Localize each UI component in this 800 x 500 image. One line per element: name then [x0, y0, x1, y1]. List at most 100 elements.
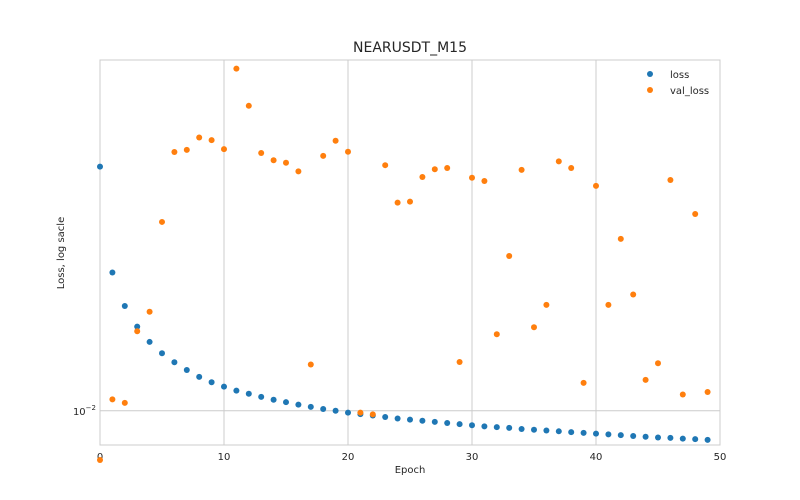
- loss-point: [196, 373, 203, 380]
- val-loss-point: [407, 198, 413, 205]
- loss-point: [580, 429, 587, 436]
- val-loss-point: [518, 166, 525, 173]
- loss-point: [183, 366, 190, 373]
- loss-point: [419, 417, 426, 424]
- loss-point: [121, 302, 128, 309]
- val-loss-point: [555, 158, 562, 165]
- val-loss-point: [506, 253, 513, 260]
- loss-point: [655, 434, 661, 441]
- val-loss-point: [134, 328, 141, 335]
- val-loss-point: [481, 178, 488, 185]
- loss-point: [233, 387, 240, 394]
- loss-point: [307, 403, 314, 410]
- val-loss-point: [295, 168, 302, 175]
- val-loss-point: [307, 361, 314, 368]
- x-tick-label: 40: [590, 452, 603, 463]
- val-loss-point: [233, 65, 240, 72]
- loss-point: [134, 323, 141, 330]
- val-loss-point: [369, 411, 376, 418]
- loss-point: [469, 422, 475, 429]
- loss-point: [171, 359, 178, 366]
- val-loss-point: [221, 146, 227, 153]
- val-loss-point: [159, 218, 165, 225]
- val-loss-point: [183, 146, 190, 153]
- val-loss-point: [531, 324, 537, 331]
- loss-point: [617, 432, 624, 439]
- loss-point: [667, 434, 674, 441]
- loss-point: [407, 416, 413, 423]
- val-loss-point: [655, 360, 661, 367]
- val-loss-point: [431, 166, 438, 173]
- val-loss-point: [382, 162, 389, 169]
- loss-point: [109, 269, 116, 276]
- loss-point: [704, 436, 711, 443]
- val-loss-point: [704, 389, 711, 396]
- val-loss-point: [171, 148, 178, 155]
- val-loss-point: [543, 301, 550, 308]
- loss-point: [208, 379, 215, 386]
- val-loss-point: [357, 409, 364, 416]
- legend-label: val_loss: [670, 86, 709, 97]
- loss-point: [692, 436, 699, 443]
- loss-point: [431, 418, 438, 425]
- x-tick-label: 20: [342, 452, 355, 463]
- loss-point: [630, 432, 637, 439]
- val-loss-point: [283, 159, 289, 166]
- legend-label: loss: [670, 70, 689, 81]
- val-loss-point: [345, 148, 351, 155]
- loss-point: [555, 428, 562, 435]
- x-axis-label: Epoch: [395, 465, 426, 476]
- val-loss-point: [692, 211, 699, 218]
- val-loss-point: [109, 396, 116, 403]
- x-tick-label: 50: [714, 452, 727, 463]
- loss-point: [568, 429, 575, 436]
- loss-point: [283, 399, 289, 406]
- loss-point: [245, 390, 252, 397]
- val-loss-point: [332, 137, 339, 144]
- y-axis-label: Loss, log sacle: [56, 217, 67, 289]
- val-loss-point: [642, 376, 649, 383]
- loss-point: [481, 423, 488, 430]
- loss-point: [506, 424, 513, 431]
- val-loss-point: [121, 399, 128, 406]
- val-loss-point: [245, 102, 252, 109]
- loss-point: [531, 426, 537, 433]
- loss-point: [332, 407, 339, 414]
- loss-point: [593, 430, 599, 437]
- val-loss-point: [593, 182, 599, 189]
- loss-point: [444, 419, 451, 426]
- loss-point: [493, 424, 500, 431]
- val-loss-point: [605, 301, 612, 308]
- loss-point: [270, 396, 277, 403]
- loss-point: [159, 350, 165, 357]
- loss-point: [97, 163, 103, 170]
- chart-title: NEARUSDT_M15: [353, 40, 467, 56]
- val-loss-point: [208, 137, 215, 144]
- loss-point: [642, 433, 649, 440]
- val-loss-point: [679, 391, 686, 398]
- loss-point: [345, 409, 351, 416]
- val-loss-point: [493, 331, 500, 338]
- val-loss-point: [617, 235, 624, 242]
- x-tick-label: 30: [466, 452, 479, 463]
- legend-marker: [647, 87, 653, 93]
- val-loss-point: [97, 457, 103, 464]
- loss-point: [382, 414, 389, 421]
- loss-point: [456, 421, 463, 428]
- loss-point: [605, 431, 612, 438]
- val-loss-point: [456, 358, 463, 365]
- x-tick-label: 10: [218, 452, 231, 463]
- val-loss-point: [444, 164, 451, 171]
- val-loss-point: [580, 379, 587, 386]
- loss-point: [221, 383, 227, 390]
- loss-point: [679, 435, 686, 442]
- val-loss-point: [394, 199, 401, 206]
- loss-point: [295, 401, 302, 408]
- loss-point: [394, 415, 401, 422]
- loss-point: [320, 405, 327, 412]
- val-loss-point: [146, 308, 153, 315]
- val-loss-point: [270, 157, 277, 164]
- loss-point: [518, 426, 525, 433]
